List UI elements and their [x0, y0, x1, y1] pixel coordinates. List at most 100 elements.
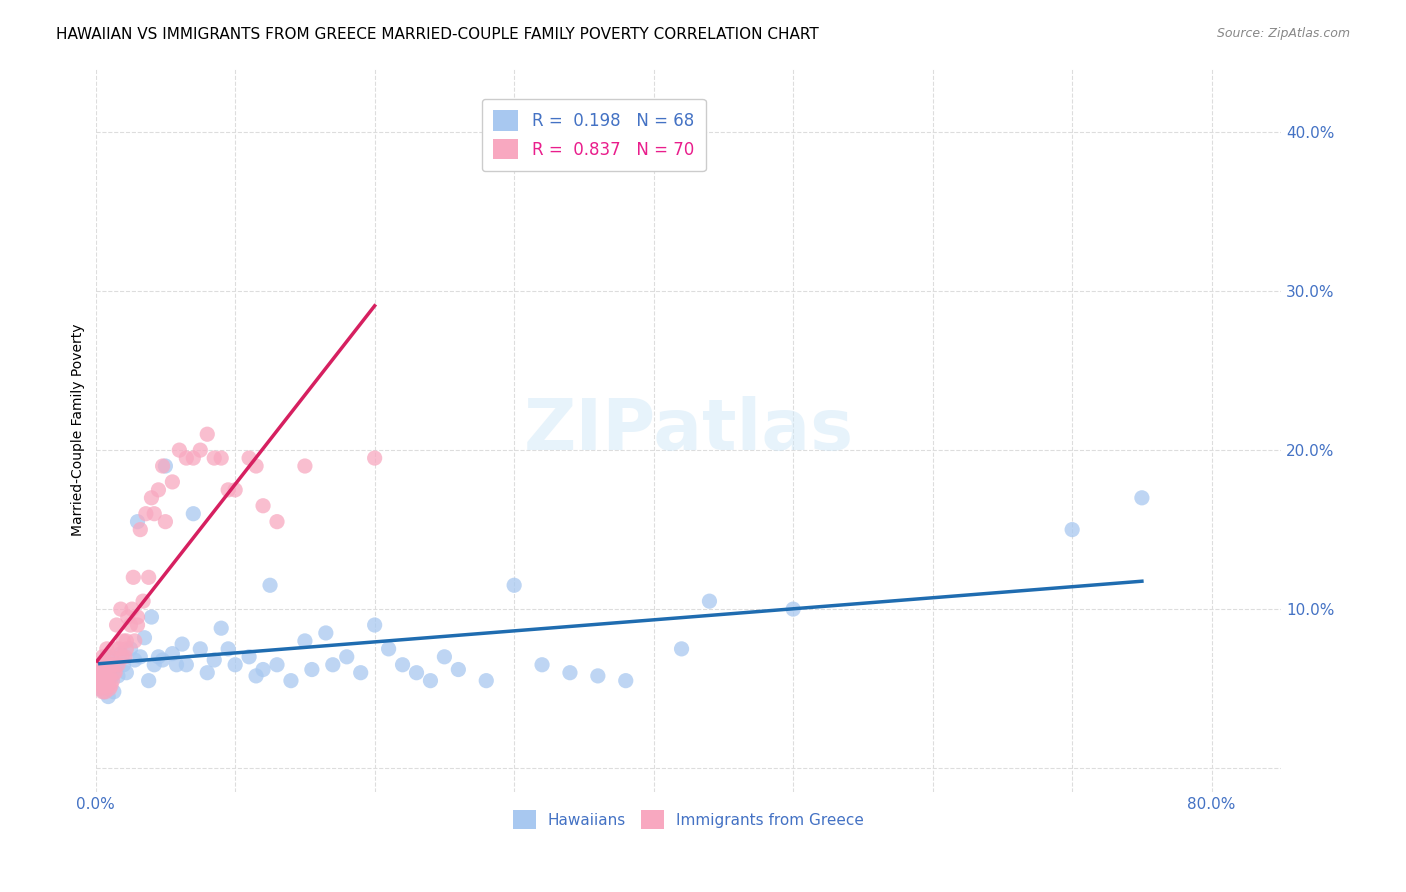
Point: [101, 673, 124, 688]
Point: [141, 491, 163, 505]
Point: [110, 602, 132, 616]
Point: [127, 515, 149, 529]
Point: [217, 641, 239, 656]
Point: [188, 443, 211, 458]
Point: [138, 570, 160, 584]
Point: [671, 641, 693, 656]
Point: [350, 665, 373, 680]
Point: [98, 657, 121, 672]
Point: [91, 673, 114, 688]
Point: [447, 663, 470, 677]
Point: [294, 634, 316, 648]
Point: [100, 649, 122, 664]
Point: [93, 678, 115, 692]
Point: [162, 475, 184, 489]
Point: [98, 673, 121, 688]
Point: [93, 685, 115, 699]
Text: Source: ZipAtlas.com: Source: ZipAtlas.com: [1216, 27, 1350, 40]
Point: [97, 678, 120, 692]
Point: [114, 649, 136, 664]
Point: [166, 657, 188, 672]
Point: [238, 451, 260, 466]
Point: [152, 653, 174, 667]
Point: [245, 669, 267, 683]
Point: [105, 641, 128, 656]
Point: [98, 681, 121, 696]
Point: [132, 594, 155, 608]
Point: [475, 673, 498, 688]
Point: [503, 578, 526, 592]
Point: [94, 685, 117, 699]
Point: [94, 665, 117, 680]
Point: [89, 681, 111, 696]
Point: [224, 483, 246, 497]
Text: ZIPatlas: ZIPatlas: [523, 396, 853, 465]
Point: [405, 665, 427, 680]
Point: [135, 507, 157, 521]
Point: [89, 681, 111, 696]
Point: [105, 618, 128, 632]
Point: [1062, 523, 1084, 537]
Point: [176, 657, 198, 672]
Point: [195, 665, 218, 680]
Point: [377, 641, 399, 656]
Point: [127, 618, 149, 632]
Point: [121, 602, 143, 616]
Point: [105, 657, 128, 672]
Point: [252, 663, 274, 677]
Point: [98, 669, 121, 683]
Point: [433, 649, 456, 664]
Point: [120, 618, 142, 632]
Point: [117, 610, 139, 624]
Point: [101, 657, 124, 672]
Point: [129, 523, 152, 537]
Point: [110, 647, 132, 661]
Point: [96, 641, 118, 656]
Point: [91, 649, 114, 664]
Legend: Hawaiians, Immigrants from Greece: Hawaiians, Immigrants from Greece: [506, 804, 870, 835]
Point: [614, 673, 637, 688]
Point: [266, 657, 288, 672]
Point: [115, 641, 138, 656]
Point: [90, 678, 112, 692]
Point: [363, 618, 385, 632]
Point: [129, 649, 152, 664]
Point: [169, 443, 191, 458]
Point: [301, 663, 323, 677]
Point: [699, 594, 721, 608]
Point: [181, 507, 204, 521]
Point: [217, 483, 239, 497]
Point: [97, 653, 120, 667]
Point: [104, 665, 127, 680]
Point: [90, 669, 112, 683]
Point: [86, 673, 108, 688]
Point: [96, 649, 118, 664]
Point: [209, 621, 232, 635]
Point: [363, 451, 385, 466]
Point: [202, 653, 225, 667]
Point: [94, 663, 117, 677]
Point: [143, 657, 166, 672]
Point: [87, 665, 110, 680]
Point: [202, 451, 225, 466]
Point: [336, 649, 359, 664]
Point: [209, 451, 232, 466]
Point: [322, 657, 344, 672]
Point: [97, 690, 120, 704]
Point: [172, 637, 194, 651]
Point: [115, 634, 138, 648]
Point: [96, 673, 118, 688]
Point: [101, 669, 124, 683]
Point: [155, 458, 177, 473]
Point: [115, 665, 138, 680]
Point: [782, 602, 804, 616]
Point: [87, 673, 110, 688]
Point: [111, 649, 134, 664]
Point: [138, 673, 160, 688]
Point: [162, 647, 184, 661]
Point: [1130, 491, 1153, 505]
Point: [391, 657, 413, 672]
Point: [124, 634, 146, 648]
Point: [124, 653, 146, 667]
Point: [112, 657, 135, 672]
